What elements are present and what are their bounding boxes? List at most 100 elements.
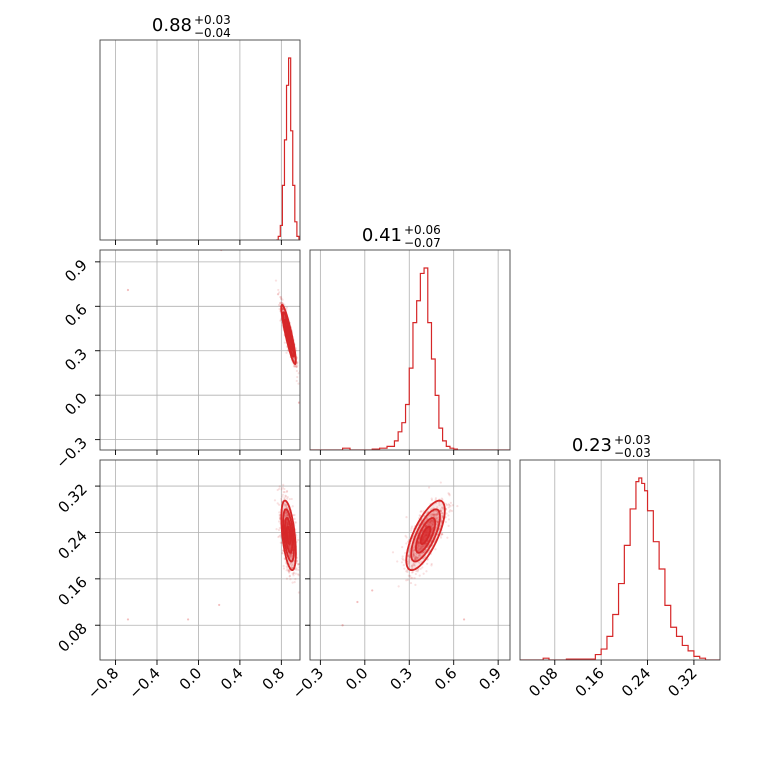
sample-point [441, 533, 444, 536]
sample-point [284, 495, 288, 498]
sample-point [280, 499, 283, 502]
sample-point [423, 550, 426, 553]
y-tick-label: 0.0 [61, 389, 91, 419]
sample-point [279, 301, 282, 304]
histogram-panel-0: 0.88 +0.03−0.04 [99, 13, 301, 245]
sample-point [405, 570, 408, 573]
sample-point [440, 520, 443, 523]
sample-point [440, 512, 443, 515]
sample-point [441, 506, 444, 509]
sample-point [432, 523, 435, 526]
sample-point [445, 512, 448, 515]
sample-point [295, 365, 298, 368]
sample-point [413, 576, 416, 580]
sample-point [277, 288, 280, 292]
sample-point [430, 497, 433, 500]
sample-point [297, 562, 300, 566]
sample-point [417, 541, 420, 544]
sample-point [405, 579, 408, 582]
sample-point [282, 567, 286, 570]
sample-point [431, 513, 435, 517]
sample-point [288, 545, 291, 548]
sample-point [288, 547, 291, 550]
sample-point [288, 544, 291, 548]
sample-point [284, 511, 287, 514]
sample-point [436, 513, 439, 516]
sample-point [424, 542, 428, 545]
sample-point [279, 534, 282, 537]
sample-point [450, 509, 453, 513]
title-minus-error: −0.03 [614, 446, 651, 460]
sample-point [407, 554, 410, 557]
sample-point [285, 521, 289, 524]
sample-point [286, 524, 289, 527]
sample-point [438, 501, 441, 504]
outlier-point [341, 624, 344, 627]
sample-point [283, 557, 286, 560]
sample-point [434, 513, 437, 516]
sample-point [297, 538, 300, 542]
x-tick-label: 0.16 [572, 664, 608, 700]
histogram-panel-1: 0.41 +0.06−0.07 [309, 223, 511, 455]
x-tick-label: 0.9 [475, 664, 505, 694]
sample-point [436, 517, 439, 520]
sample-point [285, 523, 288, 526]
sample-point [409, 581, 413, 585]
title-plus-error: +0.03 [194, 13, 231, 27]
sample-point [274, 279, 278, 282]
outlier-point [297, 401, 300, 404]
sample-point [448, 494, 451, 497]
sample-point [288, 546, 291, 549]
sample-point [285, 521, 289, 524]
sample-point [281, 486, 284, 489]
sample-point [416, 557, 419, 560]
sample-point [413, 558, 417, 561]
sample-point [417, 547, 420, 550]
sample-point [288, 571, 291, 574]
sample-point [407, 560, 410, 563]
sample-point [434, 548, 437, 551]
sample-point [440, 506, 444, 509]
sample-point [435, 520, 438, 523]
sample-point [288, 575, 291, 578]
sample-point [280, 497, 283, 501]
sample-point [434, 497, 438, 500]
sample-point [291, 563, 294, 567]
scatter-panel-0-1: −0.3 0.0 0.3 0.6 0.9 [52, 249, 301, 472]
sample-point [444, 502, 448, 506]
sample-point [295, 567, 298, 570]
sample-point [424, 525, 427, 528]
panel-frame [309, 249, 511, 451]
sample-point [289, 554, 292, 557]
sample-point [289, 556, 292, 559]
sample-point [293, 517, 296, 520]
sample-point [430, 526, 434, 529]
sample-point [290, 555, 294, 558]
sample-point [412, 549, 415, 552]
title-value: 0.23 [572, 435, 612, 456]
sample-point [441, 515, 444, 519]
sample-point [414, 556, 418, 559]
sample-point [433, 513, 436, 517]
sample-point [441, 514, 444, 517]
sample-point [448, 492, 451, 496]
histogram-panel-2: 0.08 0.16 0.24 0.32 0.23 +0.03−0.03 [519, 433, 721, 700]
sample-point [424, 524, 428, 528]
sample-point [275, 528, 278, 531]
sample-point [429, 513, 432, 516]
sample-point [439, 536, 443, 539]
sample-point [296, 364, 299, 367]
panel-frame [99, 459, 301, 661]
sample-point [411, 565, 414, 568]
sample-point [286, 522, 289, 526]
sample-point [445, 504, 449, 507]
sample-point [419, 546, 423, 550]
sample-point [407, 555, 410, 558]
sample-point [425, 518, 428, 521]
sample-point [407, 558, 411, 561]
sample-point [413, 558, 417, 561]
sample-point [288, 574, 292, 577]
sample-point [293, 365, 296, 368]
sample-point [403, 567, 406, 570]
sample-point [430, 522, 434, 525]
